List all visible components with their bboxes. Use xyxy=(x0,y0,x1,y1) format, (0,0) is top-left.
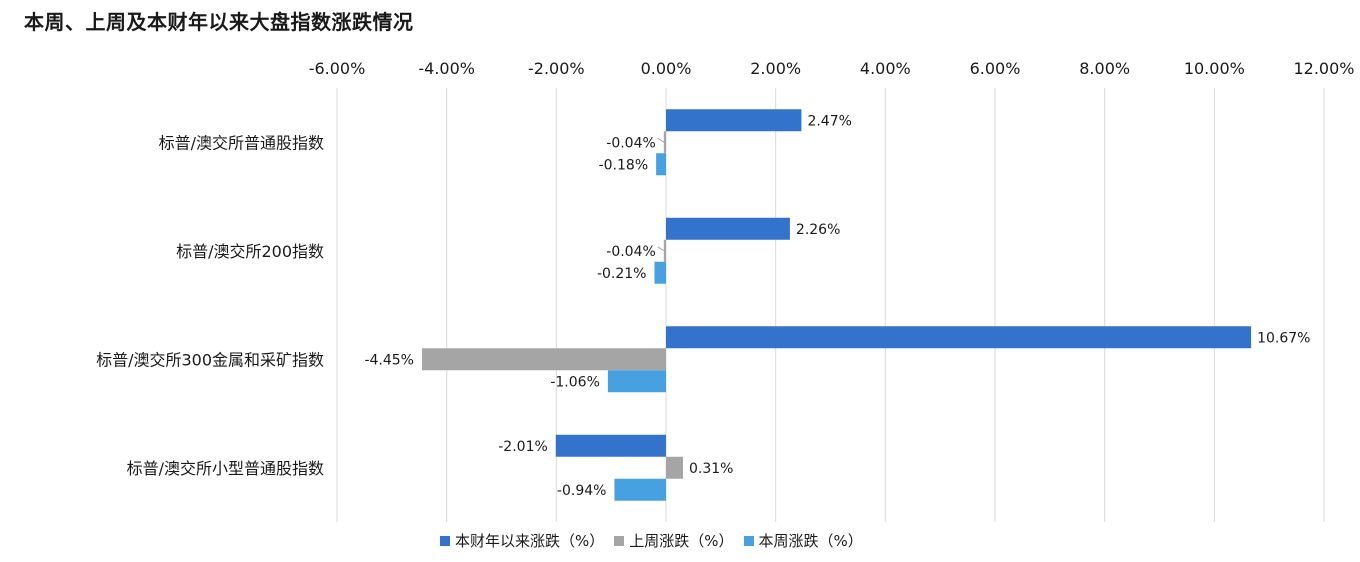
x-tick-label: 4.00% xyxy=(860,59,911,78)
chart-title: 本周、上周及本财年以来大盘指数涨跌情况 xyxy=(24,10,414,34)
data-label: -0.21% xyxy=(597,266,647,282)
legend-item-series-2: 上周涨跌（%） xyxy=(614,530,734,551)
legend-swatch-series-2 xyxy=(614,535,625,546)
bar xyxy=(663,239,666,262)
x-tick-label: 2.00% xyxy=(750,59,801,78)
bar xyxy=(555,434,666,457)
x-tick-label: 8.00% xyxy=(1079,59,1130,78)
legend-label-series-3: 本周涨跌（%） xyxy=(758,532,863,550)
bar-chart: -6.00% -4.00% -2.00% 0.00% 2.00% 4.00% 6.00% 8.… xyxy=(96,59,1355,522)
category-label: 标普/澳交所300金属和采矿指数 xyxy=(96,350,324,369)
legend-label-series-1: 本财年以来涨跌（%） xyxy=(455,532,605,550)
data-label-leader xyxy=(657,137,665,143)
data-label: -1.06% xyxy=(550,374,600,390)
bar xyxy=(614,478,666,501)
data-label: -4.45% xyxy=(364,352,414,368)
chart-legend: 本财年以来涨跌（%） 上周涨跌（%） 本周涨跌（%） xyxy=(440,530,873,551)
data-label: -2.01% xyxy=(498,439,548,455)
data-label: 0.31% xyxy=(689,461,733,477)
legend-label-series-2: 上周涨跌（%） xyxy=(629,532,734,550)
x-tick-label: 10.00% xyxy=(1184,59,1245,78)
data-label: -0.94% xyxy=(557,483,607,499)
x-tick-label: -6.00% xyxy=(309,59,366,78)
x-tick-label: -4.00% xyxy=(418,59,475,78)
bar xyxy=(666,217,790,240)
x-tick-label: 0.00% xyxy=(641,59,692,78)
data-label-leader xyxy=(657,246,665,252)
bar xyxy=(666,456,683,479)
data-label: -0.04% xyxy=(606,244,656,260)
data-label: -0.18% xyxy=(599,157,649,173)
bar xyxy=(654,261,666,284)
data-label: 2.47% xyxy=(807,113,851,129)
bar xyxy=(421,348,666,371)
x-tick-label: 12.00% xyxy=(1293,59,1354,78)
bar xyxy=(666,326,1252,349)
bar xyxy=(656,153,666,176)
x-tick-label: -2.00% xyxy=(528,59,585,78)
x-tick-label: 6.00% xyxy=(970,59,1021,78)
legend-swatch-series-1 xyxy=(440,535,450,546)
legend-item-series-1: 本财年以来涨跌（%） xyxy=(440,530,604,551)
bar xyxy=(663,131,666,154)
bar xyxy=(666,109,802,132)
legend-swatch-series-3 xyxy=(743,535,754,546)
category-label: 标普/澳交所小型普通股指数 xyxy=(127,459,324,478)
data-label: -0.04% xyxy=(606,135,656,151)
category-label: 标普/澳交所200指数 xyxy=(176,242,324,261)
legend-item-series-3: 本周涨跌（%） xyxy=(743,530,863,551)
data-label: 10.67% xyxy=(1257,330,1310,346)
data-label: 2.26% xyxy=(796,222,840,238)
bar xyxy=(607,370,666,393)
category-label: 标普/澳交所普通股指数 xyxy=(159,133,324,152)
